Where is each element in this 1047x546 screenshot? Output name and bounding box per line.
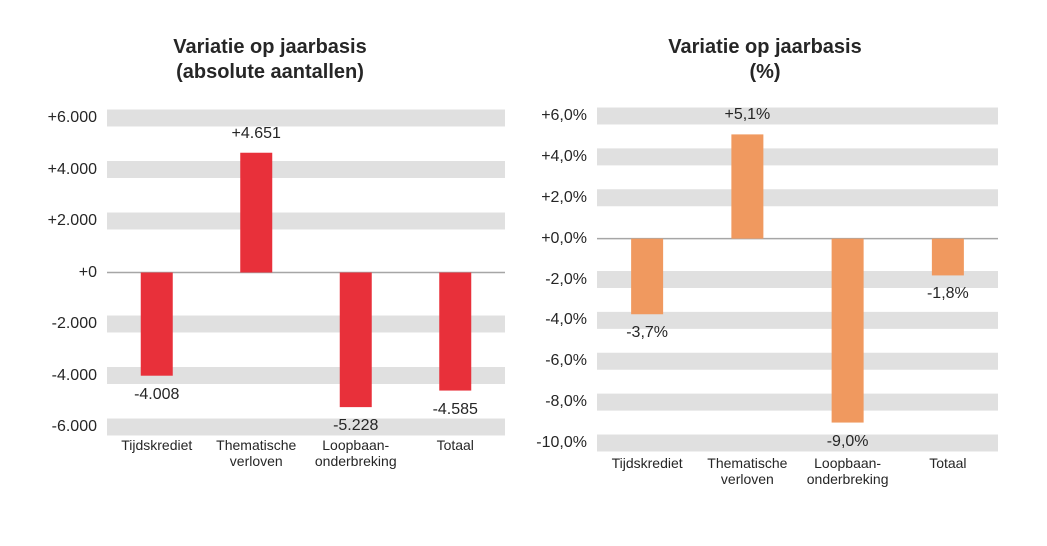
y-tick-label: -2.000: [51, 314, 97, 332]
x-tick-label: Loopbaan- onderbreking: [806, 455, 889, 488]
grid-band: [597, 189, 998, 207]
grid-band: [597, 393, 998, 411]
y-tick-label: +4.000: [47, 160, 97, 178]
grid-band: [597, 434, 998, 452]
bar: [439, 272, 472, 391]
grid-band: [597, 271, 998, 288]
y-tick-label: -6,0%: [545, 352, 587, 370]
y-tick-label: -4,0%: [545, 311, 587, 329]
value-label: -4.008: [134, 385, 180, 403]
grid-band: [107, 367, 505, 384]
grid-band: [107, 212, 505, 230]
value-label: -5.228: [333, 417, 379, 435]
grid-band: [597, 148, 998, 166]
y-tick-label: -4.000: [51, 366, 97, 384]
bar: [931, 238, 964, 276]
y-tick-label: -2,0%: [545, 270, 587, 288]
y-tick-label: -6.000: [51, 417, 97, 435]
y-tick-label: +0,0%: [541, 229, 587, 247]
bar: [240, 152, 273, 273]
y-tick-label: +4,0%: [541, 147, 587, 165]
y-tick-label: +6.000: [47, 108, 97, 126]
value-label: -3,7%: [626, 324, 669, 342]
grid-band: [107, 315, 505, 333]
y-tick-label: -10,0%: [536, 433, 587, 451]
x-tick-label: Tijdskrediet: [611, 455, 683, 471]
x-tick-label: Thematische verloven: [216, 437, 297, 470]
x-tick-label: Totaal: [929, 455, 967, 471]
grid-band: [597, 311, 998, 329]
bar: [631, 238, 664, 315]
grid-band: [597, 352, 998, 370]
y-tick-label: +2,0%: [541, 188, 587, 206]
x-tick-label: Loopbaan- onderbreking: [314, 437, 397, 470]
grid-band: [107, 161, 505, 178]
x-tick-label: Thematische verloven: [707, 455, 788, 488]
value-label: +4.651: [231, 124, 281, 142]
bar: [339, 272, 372, 408]
bar: [731, 134, 764, 239]
y-tick-label: +2.000: [47, 211, 97, 229]
bar: [140, 272, 173, 376]
value-label: -9,0%: [826, 432, 869, 450]
bar: [831, 238, 864, 423]
chart-title: Variatie op jaarbasis (absolute aantalle…: [173, 36, 367, 83]
value-label: +5,1%: [724, 106, 771, 124]
value-label: -4.585: [432, 400, 478, 418]
value-label: -1,8%: [926, 285, 969, 303]
grid-band: [107, 418, 505, 436]
grid-band: [107, 109, 505, 127]
y-tick-label: +0: [78, 263, 97, 281]
grid-band: [597, 107, 998, 125]
x-tick-label: Tijdskrediet: [121, 437, 193, 453]
y-tick-label: +6,0%: [541, 106, 587, 124]
chart-title: Variatie op jaarbasis (%): [668, 36, 862, 83]
y-tick-label: -8,0%: [545, 392, 587, 410]
x-tick-label: Totaal: [436, 437, 474, 453]
